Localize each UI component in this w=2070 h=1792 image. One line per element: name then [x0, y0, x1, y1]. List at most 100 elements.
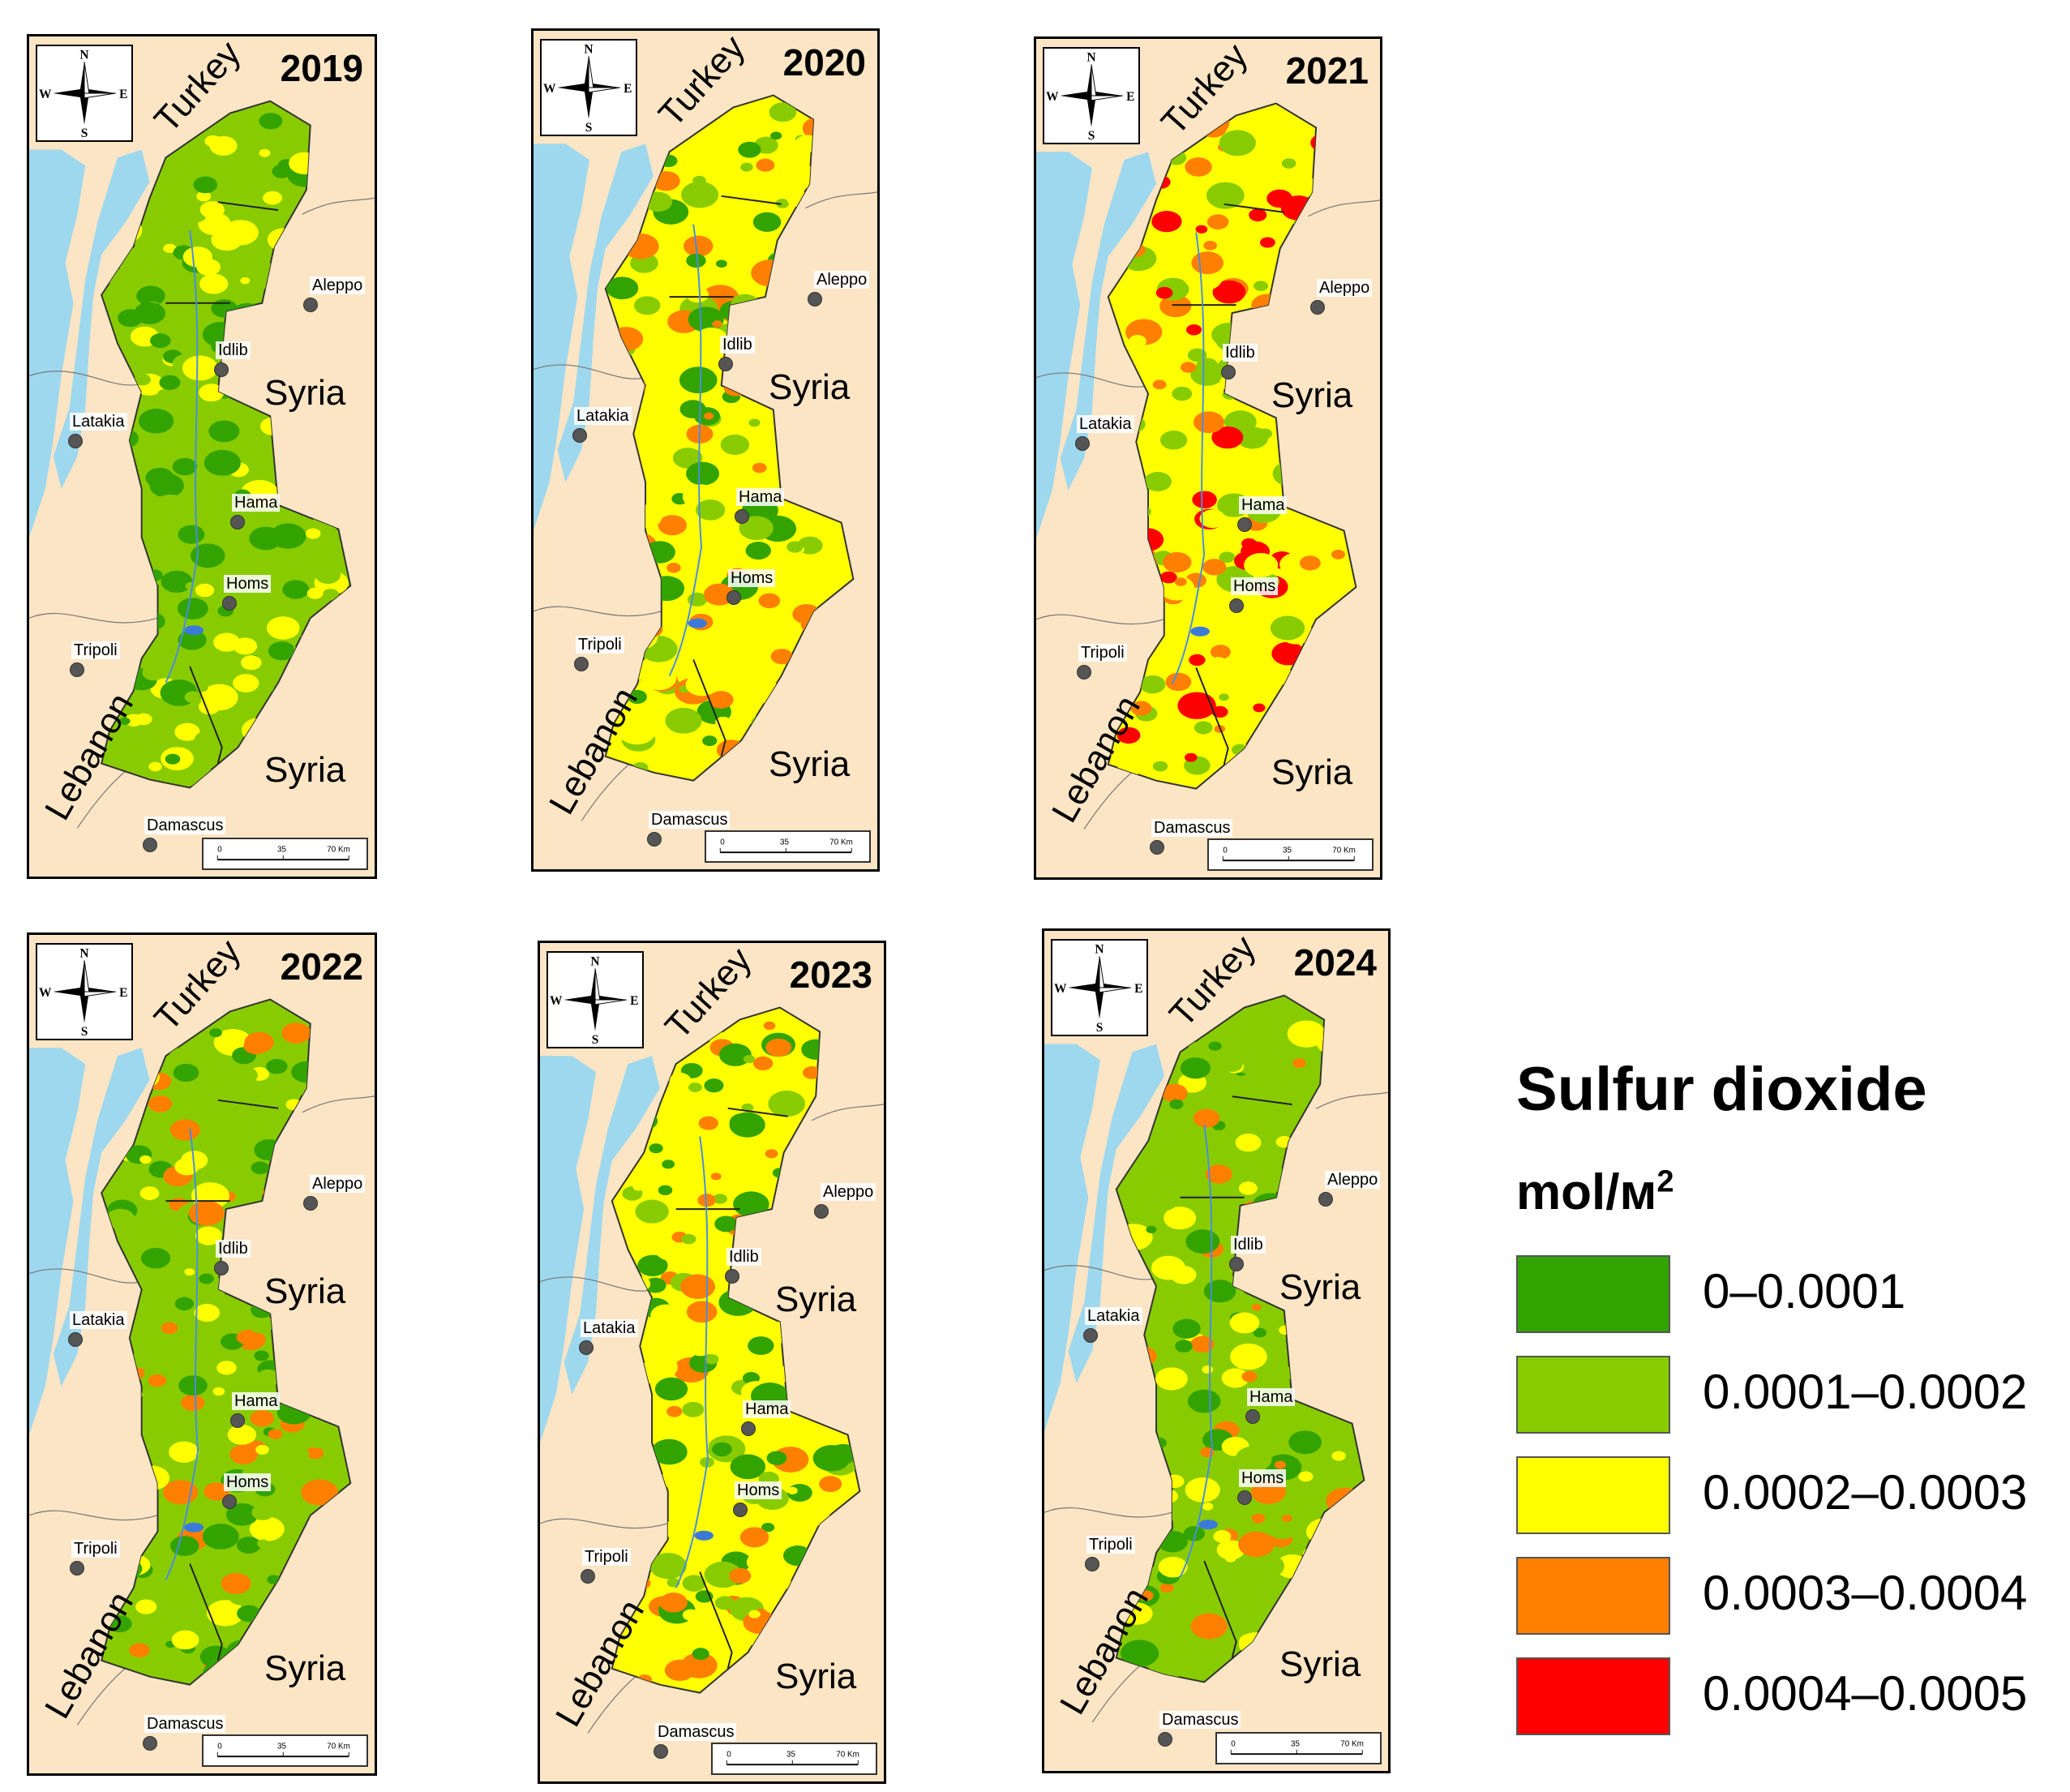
city-marker-idlib [725, 1269, 739, 1284]
so2-patch [830, 1222, 843, 1232]
so2-patch [290, 1061, 322, 1083]
so2-patch [1172, 1318, 1201, 1339]
scale-tick-0: 0 [1223, 846, 1228, 855]
so2-patch [314, 117, 349, 141]
so2-patch [199, 201, 225, 219]
so2-patch [828, 1443, 858, 1464]
so2-patch [1338, 1577, 1365, 1600]
scale-bar: 0 35 70 Km [1215, 1732, 1382, 1764]
so2-patch [148, 1374, 167, 1387]
so2-patch [821, 614, 854, 641]
so2-patch [122, 1274, 134, 1283]
so2-patch [148, 1095, 173, 1112]
so2-patch [195, 1226, 222, 1245]
so2-patch [695, 1208, 712, 1221]
city-label-tripoli: Tripoli [71, 1540, 120, 1558]
so2-patch [225, 1128, 242, 1139]
legend-unit: mol/м2 [1516, 1164, 1674, 1221]
scale-tick-35: 35 [1291, 1739, 1300, 1748]
compass-e: E [119, 88, 127, 101]
so2-patch [1116, 727, 1141, 744]
so2-patch [250, 1409, 274, 1427]
so2-patch [328, 204, 341, 214]
compass-n: N [584, 42, 593, 56]
so2-patch [1252, 1193, 1289, 1220]
so2-patch [1208, 657, 1228, 671]
so2-patch [174, 1158, 199, 1176]
so2-patch [1181, 362, 1197, 373]
so2-patch [178, 525, 205, 544]
so2-patch [1309, 488, 1325, 499]
city-marker-latakia [68, 434, 83, 448]
so2-patch [704, 1561, 742, 1588]
so2-patch [159, 375, 181, 390]
map-panel-2024: N S E W 2024 Turkey Syria Syria Lebanon … [1042, 928, 1391, 1773]
so2-patch [188, 1200, 225, 1226]
so2-patch [802, 1066, 821, 1079]
district-boundaries [675, 1107, 788, 1670]
city-label-idlib: Idlib [720, 336, 755, 354]
so2-patch [1266, 189, 1293, 208]
so2-patch [214, 1409, 235, 1424]
so2-patch [792, 603, 821, 624]
city-label-homs: Homs [1231, 577, 1279, 595]
so2-patch [1244, 553, 1279, 577]
so2-patch [748, 1336, 774, 1356]
so2-patch [178, 1375, 208, 1396]
so2-patch [266, 616, 300, 640]
so2-patch [306, 587, 324, 599]
so2-patch [198, 212, 231, 236]
so2-patch [272, 718, 291, 732]
so2-patch [679, 367, 718, 394]
so2-patch [1177, 692, 1216, 719]
so2-patch [237, 1605, 261, 1623]
so2-patch [1127, 552, 1158, 574]
so2-patch [1316, 127, 1341, 146]
compass-s: S [1088, 129, 1095, 143]
so2-patch [241, 718, 277, 744]
legend-unit-exp: 2 [1656, 1164, 1674, 1199]
so2-patch [1310, 133, 1338, 152]
so2-patch [686, 1301, 718, 1323]
city-label-hama: Hama [1247, 1388, 1296, 1406]
scale-tick-70: 70 Km [829, 838, 853, 847]
sea [534, 144, 590, 531]
panel-year: 2019 [280, 47, 363, 89]
so2-patch [818, 1515, 843, 1533]
so2-patch [254, 1350, 269, 1361]
so2-patch [169, 1119, 201, 1141]
so2-patch [268, 641, 296, 661]
so2-patch [781, 1178, 803, 1194]
so2-patch [666, 1405, 683, 1417]
so2-patch [778, 1194, 816, 1222]
city-label-damascus: Damascus [144, 817, 226, 834]
so2-patch [322, 237, 351, 260]
so2-patch [291, 1373, 305, 1383]
so2-patch [802, 325, 840, 353]
so2-patch [1261, 1167, 1289, 1187]
city-marker-tripoli [574, 657, 589, 671]
so2-patch [804, 454, 834, 475]
so2-patch [1161, 1083, 1188, 1103]
so2-patch [654, 1377, 688, 1401]
so2-patch [1135, 390, 1148, 400]
so2-patch [1279, 345, 1318, 373]
so2-patch [1297, 223, 1309, 232]
so2-patch [1287, 1020, 1326, 1048]
so2-patch [1158, 1489, 1178, 1503]
label-syria-south: Syria [264, 1648, 346, 1688]
so2-patch [264, 1207, 294, 1228]
so2-patch [627, 689, 647, 704]
lake [1198, 1520, 1218, 1530]
so2-patch [139, 1186, 160, 1201]
so2-patch [198, 699, 221, 715]
city-label-latakia: Latakia [1077, 415, 1134, 433]
so2-patch [303, 1429, 332, 1448]
sea [29, 149, 86, 538]
city-label-homs: Homs [224, 575, 272, 593]
so2-patch [801, 1039, 830, 1060]
so2-patch [786, 259, 810, 276]
city-marker-tripoli [70, 662, 84, 677]
so2-patch [795, 135, 821, 153]
so2-patch [1242, 770, 1262, 784]
